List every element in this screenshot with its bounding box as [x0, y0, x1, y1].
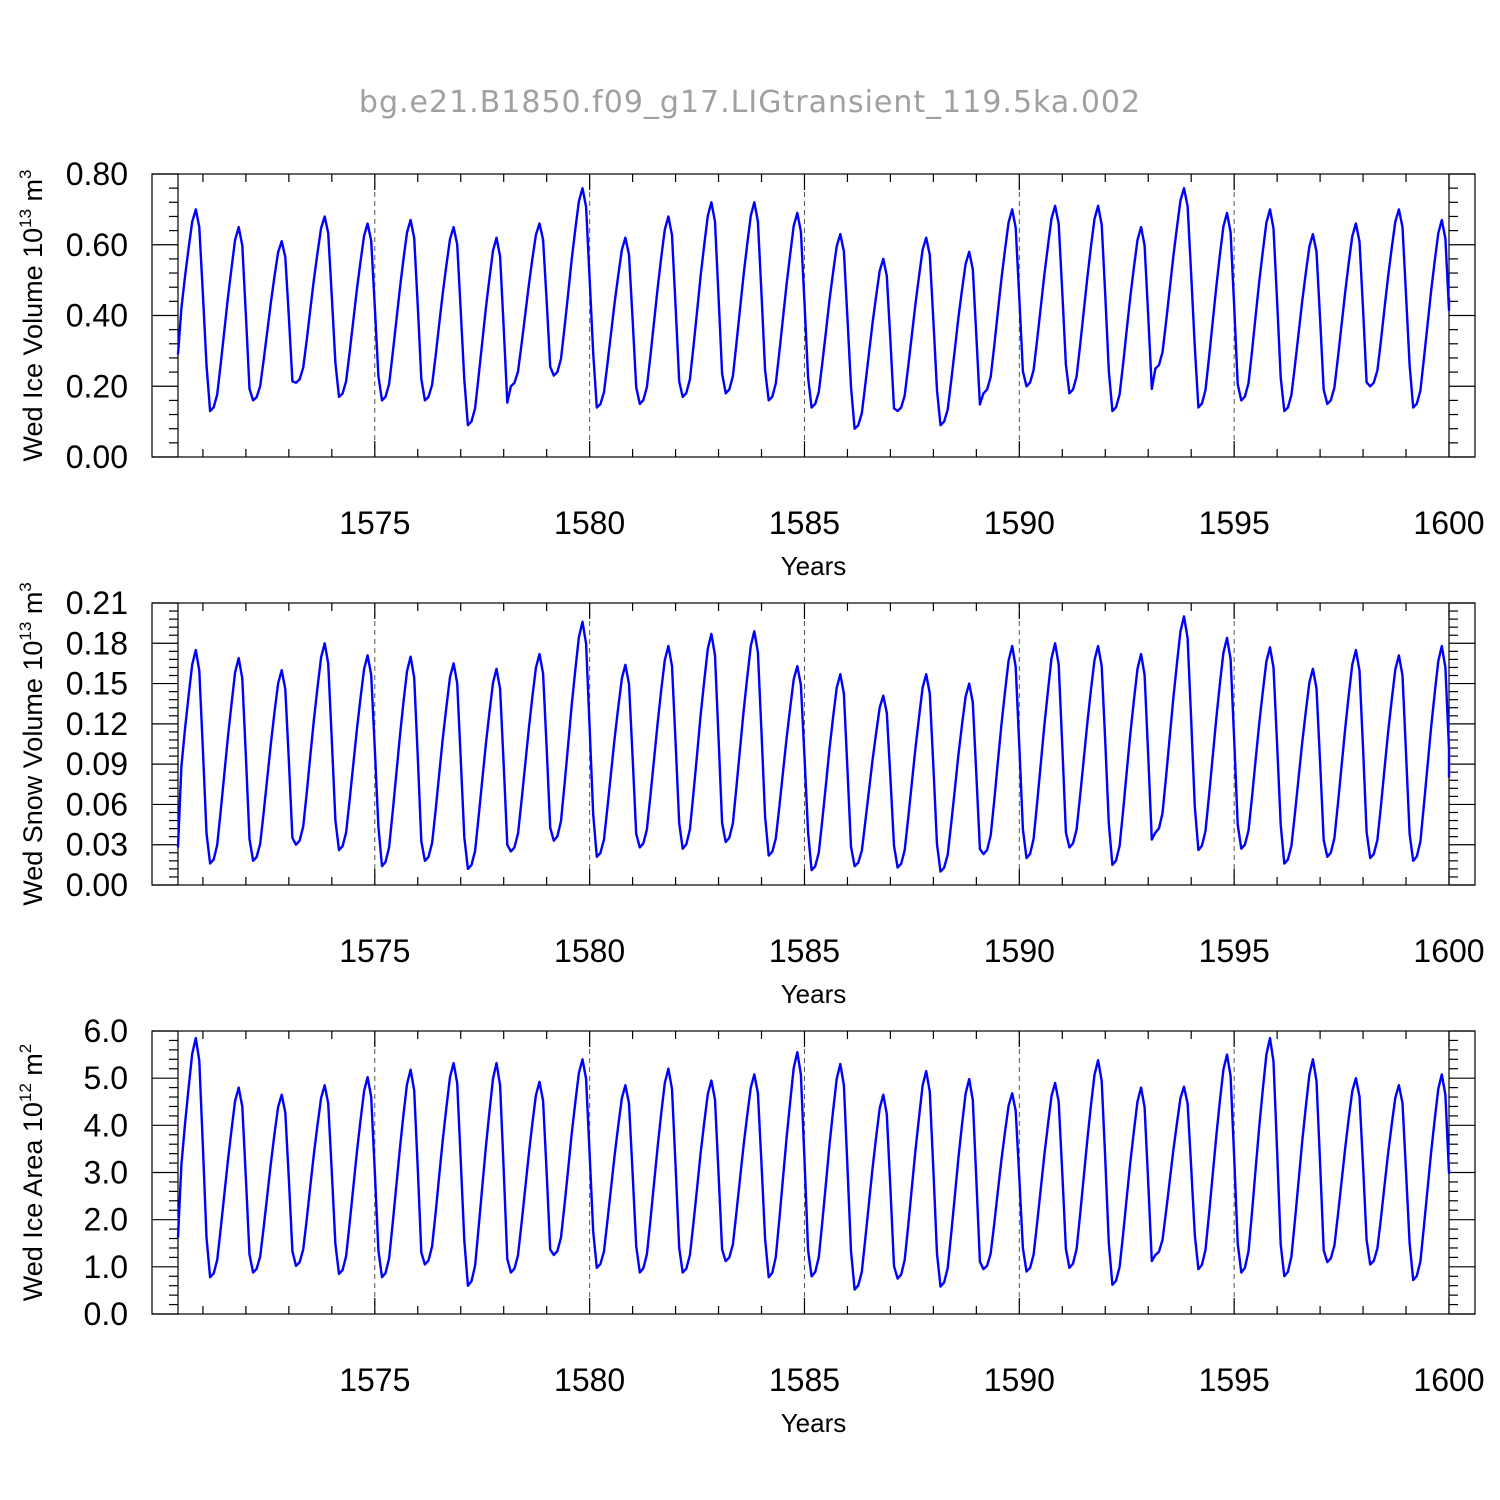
- x-tick-label: 1600: [1413, 505, 1484, 541]
- y-axis-label: Wed Ice Area 1012 m2: [16, 1044, 48, 1302]
- y-tick-label: 2.0: [84, 1202, 128, 1238]
- y-tick-label: 0.21: [66, 585, 128, 621]
- y-tick-label: 0.15: [66, 666, 128, 702]
- y-tick-label: 0.18: [66, 625, 128, 661]
- y-tick-label: 0.06: [66, 786, 128, 822]
- series-line: [176, 187, 1451, 430]
- y-tick-label: 0.80: [66, 156, 128, 192]
- y-tick-label: 0.0: [84, 1296, 128, 1332]
- x-tick-label: 1590: [984, 933, 1055, 969]
- y-tick-label: 4.0: [84, 1107, 128, 1143]
- x-tick-label: 1585: [769, 505, 840, 541]
- x-tick-label: 1580: [554, 933, 625, 969]
- x-tick-label: 1575: [339, 1362, 410, 1398]
- x-tick-label: 1595: [1199, 505, 1270, 541]
- y-tick-label: 0.20: [66, 368, 128, 404]
- y-tick-label: 0.03: [66, 827, 128, 863]
- y-axis-label: Wed Ice Volume 1013 m3: [16, 169, 48, 461]
- x-axis-label: Years: [781, 1408, 847, 1438]
- y-tick-label: 0.09: [66, 746, 128, 782]
- chart-panel-1: 0.00 0.20 0.40 0.60 0.80 1575 1580 1585 1590 1595…: [16, 156, 1485, 581]
- x-tick-label: 1600: [1413, 1362, 1484, 1398]
- plot-frame: [151, 602, 1476, 886]
- y-tick-label: 0.12: [66, 706, 128, 742]
- x-tick-label: 1585: [769, 1362, 840, 1398]
- x-tick-label: 1595: [1199, 1362, 1270, 1398]
- plot-frame: [151, 1030, 1476, 1315]
- y-tick-label: 1.0: [84, 1249, 128, 1285]
- x-axis-label: Years: [781, 551, 847, 581]
- x-tick-label: 1580: [554, 1362, 625, 1398]
- plot-frame: [151, 173, 1476, 458]
- y-tick-label: 0.00: [66, 867, 128, 903]
- y-tick-label: 0.60: [66, 227, 128, 263]
- y-tick-label: 0.40: [66, 298, 128, 334]
- x-tick-label: 1575: [339, 933, 410, 969]
- x-tick-label: 1580: [554, 505, 625, 541]
- y-axis-label: Wed Snow Volume 1013 m3: [16, 582, 48, 906]
- x-tick-label: 1590: [984, 505, 1055, 541]
- x-tick-label: 1600: [1413, 933, 1484, 969]
- x-tick-label: 1590: [984, 1362, 1055, 1398]
- y-tick-label: 3.0: [84, 1155, 128, 1191]
- chart-panel-3: 0.0 1.0 2.0 3.0 4.0 5.0 6.0 1575 1580 1585 1590 159…: [16, 1013, 1485, 1438]
- x-tick-label: 1595: [1199, 933, 1270, 969]
- x-tick-label: 1585: [769, 933, 840, 969]
- y-tick-label: 0.00: [66, 439, 128, 475]
- x-tick-label: 1575: [339, 505, 410, 541]
- figure-title: bg.e21.B1850.f09_g17.LIGtransient_119.5k…: [359, 85, 1141, 120]
- x-axis-label: Years: [781, 979, 847, 1009]
- series-line: [176, 615, 1451, 873]
- series-line: [176, 1036, 1451, 1291]
- chart-panel-2: 0.00 0.03 0.06 0.09 0.12 0.15 0.18 0.21 1575 1580…: [16, 582, 1485, 1009]
- y-tick-label: 5.0: [84, 1060, 128, 1096]
- y-tick-label: 6.0: [84, 1013, 128, 1049]
